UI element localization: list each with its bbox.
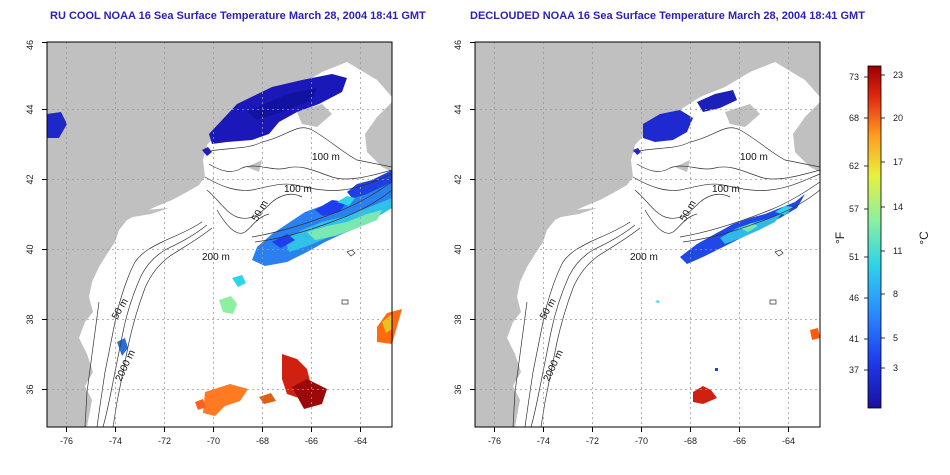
y-tick-label: 44 xyxy=(25,104,35,114)
x-tick-label: -64 xyxy=(354,436,367,446)
c-tick-label: 3 xyxy=(893,363,898,373)
celsius-unit-label: °C xyxy=(917,231,931,245)
right-map-title: DECLOUDED NOAA 16 Sea Surface Temperatur… xyxy=(470,10,865,22)
y-tick-label: 38 xyxy=(453,314,463,324)
x-tick-label: -64 xyxy=(782,436,795,446)
c-tick-label: 23 xyxy=(893,70,903,80)
right-ticks xyxy=(470,42,789,432)
right-y-tick-labels: 36 38 40 42 44 46 xyxy=(453,40,463,395)
c-tick-label: 8 xyxy=(893,289,898,299)
right-x-tick-labels: -76 -74 -72 -70 -68 -66 -64 xyxy=(488,436,795,446)
c-tick-label: 11 xyxy=(893,246,902,256)
colorbar-ticks xyxy=(864,74,885,371)
colorbar-f-labels: 73 68 62 57 51 46 41 37 xyxy=(849,72,859,375)
contour-label: 100 m xyxy=(284,184,312,195)
y-tick-label: 38 xyxy=(25,314,35,324)
f-tick-label: 57 xyxy=(849,204,859,214)
c-tick-label: 14 xyxy=(893,202,903,212)
right-sst-pixels xyxy=(633,90,820,404)
x-tick-label: -70 xyxy=(635,436,648,446)
x-tick-label: -66 xyxy=(305,436,318,446)
y-tick-label: 36 xyxy=(25,384,35,394)
y-tick-label: 46 xyxy=(25,40,35,50)
x-tick-label: -76 xyxy=(488,436,501,446)
x-tick-label: -66 xyxy=(733,436,746,446)
c-tick-label: 5 xyxy=(893,333,898,343)
x-tick-label: -68 xyxy=(684,436,697,446)
colorbar-c-labels: 23 20 17 14 11 8 5 3 xyxy=(893,70,903,373)
f-tick-label: 41 xyxy=(849,334,859,344)
left-y-tick-labels: 36 38 40 42 44 46 xyxy=(25,40,35,395)
y-tick-label: 42 xyxy=(25,174,35,184)
y-tick-label: 44 xyxy=(453,104,463,114)
contour-label: 200 m xyxy=(202,252,230,263)
fahrenheit-unit-label: °F xyxy=(833,232,847,244)
contour-label: 200 m xyxy=(630,252,658,263)
contour-label: 100 m xyxy=(740,152,768,163)
y-tick-label: 40 xyxy=(25,244,35,254)
left-map-title: RU COOL NOAA 16 Sea Surface Temperature … xyxy=(50,10,426,22)
x-tick-label: -68 xyxy=(256,436,269,446)
left-map-panel: 100 m 100 m 50 m 200 m 50 m 2000 m -76 -… xyxy=(25,40,402,446)
x-tick-label: -74 xyxy=(109,436,122,446)
contour-label: 100 m xyxy=(312,152,340,163)
y-tick-label: 40 xyxy=(453,244,463,254)
left-ticks xyxy=(42,42,361,432)
x-tick-label: -72 xyxy=(586,436,599,446)
y-tick-label: 46 xyxy=(453,40,463,50)
temperature-colorbar: 73 68 62 57 51 46 41 37 23 20 17 14 11 8… xyxy=(833,65,931,409)
y-tick-label: 36 xyxy=(453,384,463,394)
x-tick-label: -70 xyxy=(207,436,220,446)
y-tick-label: 42 xyxy=(453,174,463,184)
x-tick-label: -74 xyxy=(537,436,550,446)
f-tick-label: 37 xyxy=(849,365,859,375)
x-tick-label: -72 xyxy=(158,436,171,446)
colorbar-gradient xyxy=(867,65,882,409)
right-map-panel: 100 m 100 m 50 m 200 m 50 m 2000 m -76 -… xyxy=(453,40,821,446)
f-tick-label: 62 xyxy=(849,161,859,171)
f-tick-label: 51 xyxy=(849,252,859,262)
contour-label: 100 m xyxy=(712,184,740,195)
c-tick-label: 20 xyxy=(893,113,903,123)
left-x-tick-labels: -76 -74 -72 -70 -68 -66 -64 xyxy=(60,436,367,446)
f-tick-label: 73 xyxy=(849,72,859,82)
f-tick-label: 68 xyxy=(849,113,859,123)
x-tick-label: -76 xyxy=(60,436,73,446)
f-tick-label: 46 xyxy=(849,293,859,303)
c-tick-label: 17 xyxy=(893,157,903,167)
